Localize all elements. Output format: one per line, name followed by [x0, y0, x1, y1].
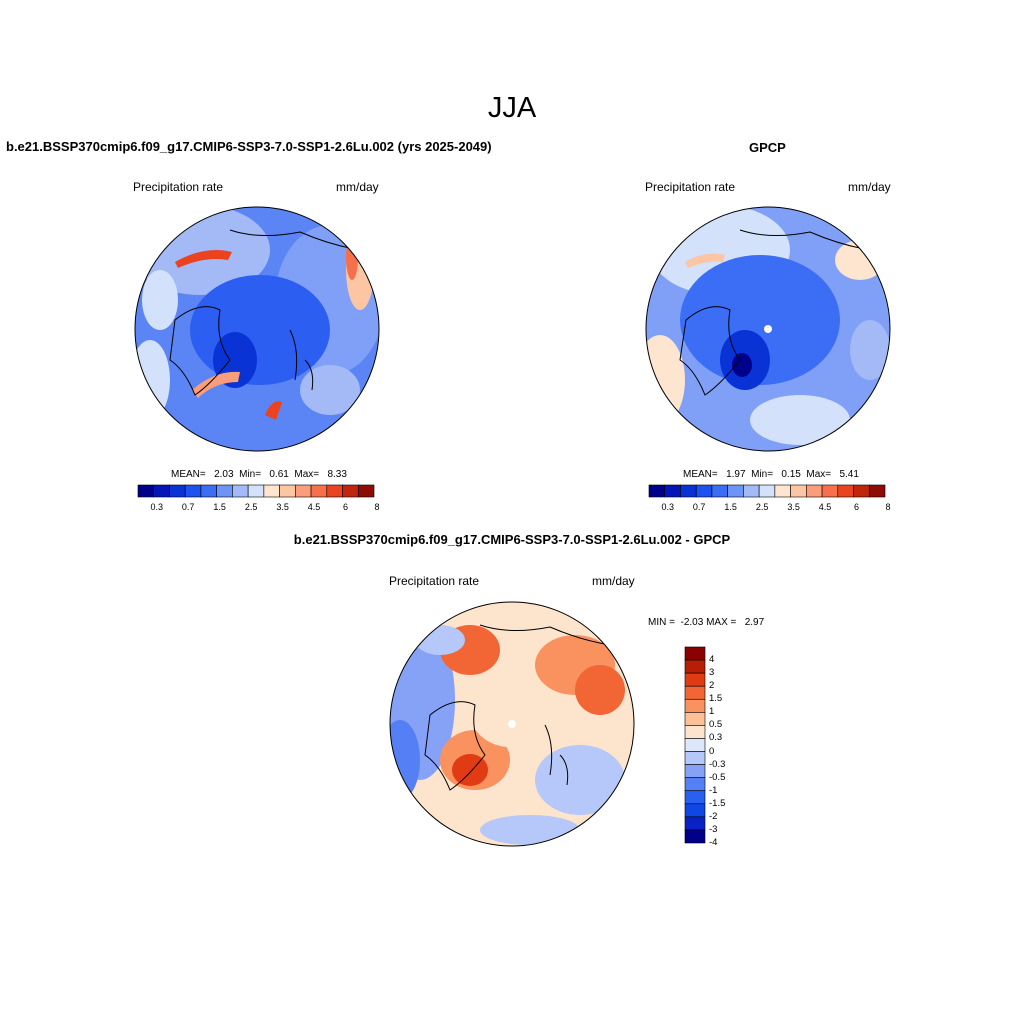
colorbar-swatch	[664, 484, 681, 498]
colorbar-swatch	[310, 484, 328, 498]
colorbar-swatch	[357, 484, 375, 498]
colorbar-tick-label: 2.5	[244, 502, 258, 512]
colorbar-swatch	[648, 484, 666, 498]
colorbar-tick-label: -4	[709, 837, 718, 848]
obs-stats: MEAN= 1.97 Min= 0.15 Max= 5.41	[683, 469, 859, 480]
colorbar-tick-label: -0.3	[709, 758, 726, 770]
colorbar-tick-label: 1.5	[213, 502, 226, 512]
colorbar-tick-label: 3	[709, 667, 715, 679]
diff-units-label: mm/day	[592, 574, 635, 588]
colorbar-swatch	[684, 777, 706, 792]
colorbar-swatch	[200, 484, 217, 498]
obs-colorbar	[648, 484, 886, 498]
colorbar-swatch	[216, 484, 233, 498]
colorbar-swatch	[684, 659, 706, 674]
colorbar-tick-label: 0.5	[709, 719, 723, 731]
colorbar-tick-label: 0.7	[181, 502, 195, 512]
colorbar-swatch	[326, 484, 343, 498]
colorbar-swatch	[711, 484, 728, 498]
colorbar-tick-label: 8	[885, 502, 891, 512]
colorbar-tick-label: -0.5	[709, 771, 726, 783]
diff-variable-label: Precipitation rate	[389, 574, 480, 588]
colorbar-tick-label: 3.5	[787, 502, 800, 512]
colorbar-swatch	[684, 764, 706, 778]
colorbar-swatch	[169, 484, 186, 498]
colorbar-tick-label: 0.3	[661, 502, 674, 512]
figure-title: JJA	[487, 92, 537, 124]
colorbar-tick-label: 3.5	[276, 502, 289, 512]
colorbar-swatch	[684, 738, 706, 752]
colorbar-tick-label: -1.5	[709, 797, 726, 809]
colorbar-swatch	[232, 484, 249, 498]
obs-map	[646, 207, 890, 451]
colorbar-swatch	[295, 484, 312, 498]
colorbar-swatch	[837, 484, 854, 498]
colorbar-swatch	[821, 484, 839, 498]
colorbar-tick-label: 2.5	[755, 502, 769, 512]
obs-panel-title: GPCP	[749, 140, 786, 155]
colorbar-swatch	[153, 484, 170, 498]
colorbar-swatch	[684, 829, 706, 844]
colorbar-swatch	[684, 646, 706, 661]
colorbar-swatch	[790, 484, 807, 498]
colorbar-swatch	[184, 484, 202, 498]
colorbar-swatch	[263, 484, 280, 498]
colorbar-tick-label: 1.5	[724, 502, 737, 512]
colorbar-swatch	[342, 484, 359, 498]
colorbar-tick-label: 4	[709, 654, 715, 666]
colorbar-swatch	[684, 698, 706, 713]
colorbar-swatch	[279, 484, 296, 498]
diff-colorbar	[684, 646, 706, 844]
colorbar-swatch	[758, 484, 776, 498]
colorbar-tick-label: 6	[343, 502, 349, 512]
obs-variable-label: Precipitation rate	[645, 180, 736, 194]
colorbar-swatch	[247, 484, 265, 498]
colorbar-tick-label: -1	[709, 784, 718, 796]
colorbar-tick-label: 1	[709, 706, 715, 718]
colorbar-swatch	[774, 484, 791, 498]
colorbar-swatch	[684, 803, 706, 818]
colorbar-swatch	[868, 484, 886, 498]
colorbar-tick-label: 1.5	[709, 693, 723, 705]
diff-panel-title: b.e21.BSSP370cmip6.f09_g17.CMIP6-SSP3-7.…	[293, 532, 731, 547]
colorbar-tick-label: -2	[709, 810, 718, 822]
colorbar-tick-label: 8	[374, 502, 380, 512]
model-map	[135, 207, 379, 451]
colorbar-swatch	[684, 816, 706, 831]
colorbar-tick-label: 0.7	[692, 502, 706, 512]
model-units-label: mm/day	[336, 180, 379, 194]
model-variable-label: Precipitation rate	[133, 180, 224, 194]
colorbar-swatch	[684, 712, 706, 726]
colorbar-swatch	[684, 672, 706, 687]
colorbar-swatch	[743, 484, 760, 498]
colorbar-swatch	[680, 484, 697, 498]
obs-units-label: mm/day	[848, 180, 891, 194]
model-panel-title: b.e21.BSSP370cmip6.f09_g17.CMIP6-SSP3-7.…	[6, 139, 492, 154]
model-colorbar	[137, 484, 375, 498]
colorbar-tick-label: 4.5	[307, 502, 321, 512]
model-stats: MEAN= 2.03 Min= 0.61 Max= 8.33	[171, 469, 347, 480]
colorbar-tick-label: 0.3	[150, 502, 163, 512]
colorbar-swatch	[684, 751, 706, 765]
colorbar-tick-label: 0.3	[709, 732, 723, 744]
colorbar-swatch	[684, 725, 706, 739]
colorbar-swatch	[806, 484, 823, 498]
colorbar-tick-label: 4.5	[818, 502, 832, 512]
colorbar-swatch	[695, 484, 713, 498]
colorbar-tick-label: 6	[854, 502, 860, 512]
colorbar-swatch	[727, 484, 744, 498]
diff-stats: MIN = -2.03 MAX = 2.97	[648, 617, 765, 628]
colorbar-tick-label: 0	[709, 745, 715, 757]
colorbar-tick-label: 2	[709, 680, 715, 692]
colorbar-swatch	[853, 484, 870, 498]
colorbar-tick-label: -3	[709, 823, 718, 835]
colorbar-swatch	[137, 484, 155, 498]
colorbar-swatch	[684, 685, 706, 700]
diff-map	[390, 602, 634, 846]
colorbar-swatch	[684, 790, 706, 805]
